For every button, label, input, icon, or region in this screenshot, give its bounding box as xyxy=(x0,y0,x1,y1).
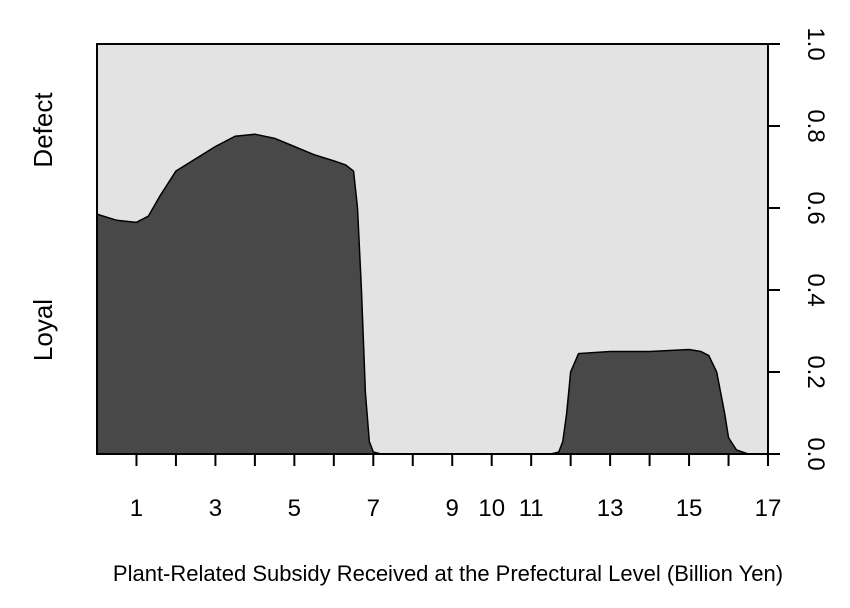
x-tick-label: 7 xyxy=(367,495,380,522)
x-tick-label: 10 xyxy=(478,495,505,522)
x-axis-title: Plant-Related Subsidy Received at the Pr… xyxy=(113,561,783,586)
x-tick-label: 13 xyxy=(597,495,624,522)
x-tick-label: 3 xyxy=(209,495,222,522)
x-tick-label: 5 xyxy=(288,495,301,522)
category-label-defect: Defect xyxy=(28,92,58,168)
x-tick-label: 15 xyxy=(676,495,703,522)
y-tick-label: 0.2 xyxy=(802,355,829,388)
x-tick-label: 17 xyxy=(755,495,782,522)
y-tick-label: 0.6 xyxy=(802,191,829,224)
y-axis-right: 0.0 0.2 0.4 0.6 0.8 1.0 xyxy=(767,27,829,471)
category-label-loyal: Loyal xyxy=(28,299,58,361)
x-tick-label: 9 xyxy=(446,495,459,522)
x-tick-label: 11 xyxy=(519,495,544,522)
y-tick-label: 0.8 xyxy=(802,109,829,142)
y-tick-label: 0.0 xyxy=(802,437,829,470)
y-tick-label: 1.0 xyxy=(802,27,829,60)
x-tick-label: 1 xyxy=(130,495,143,522)
y-tick-label: 0.4 xyxy=(802,273,829,306)
x-axis: 1 3 5 7 9 10 11 13 15 17 xyxy=(97,453,782,522)
